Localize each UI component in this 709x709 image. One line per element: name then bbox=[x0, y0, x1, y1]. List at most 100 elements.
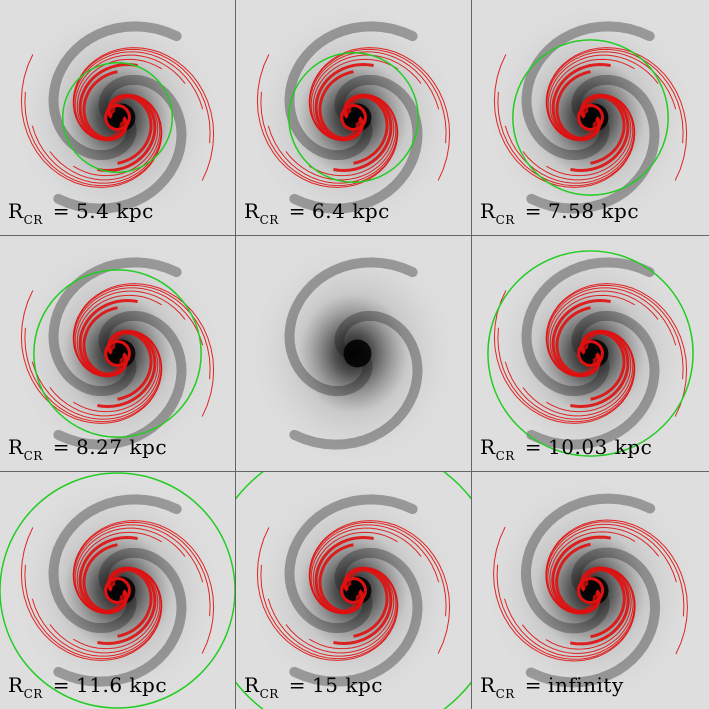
contour-line bbox=[549, 531, 636, 615]
contour-line bbox=[308, 47, 451, 181]
galaxy-arm bbox=[48, 21, 182, 161]
galaxy-arm bbox=[520, 493, 656, 634]
contour-line bbox=[20, 290, 163, 424]
contour-line bbox=[546, 94, 632, 177]
contour-line bbox=[308, 520, 451, 654]
panel-6: RCR = 10.03 kpc bbox=[472, 236, 709, 472]
contour-core bbox=[104, 340, 131, 367]
galaxy-arm bbox=[53, 310, 187, 450]
label-value: infinity bbox=[548, 673, 624, 697]
label-symbol: R bbox=[480, 199, 496, 223]
contour-line bbox=[314, 536, 374, 615]
contour-line bbox=[546, 51, 677, 141]
contour-line bbox=[310, 527, 422, 615]
contour-line bbox=[74, 290, 186, 378]
panel-label: RCR = 5.4 kpc bbox=[8, 199, 154, 227]
contour-line bbox=[312, 531, 398, 614]
label-symbol: R bbox=[244, 673, 260, 697]
spiral-image bbox=[480, 472, 701, 709]
label-value: 5.4 kpc bbox=[76, 199, 154, 223]
label-equals: = bbox=[288, 673, 307, 697]
contour-line bbox=[545, 566, 632, 650]
label-subscript: CR bbox=[23, 687, 43, 701]
contour-line bbox=[309, 567, 395, 650]
contour-line bbox=[20, 527, 163, 661]
spiral-image bbox=[480, 0, 701, 235]
galaxy-arm bbox=[48, 257, 182, 397]
panel-7: RCR = 11.6 kpc bbox=[0, 472, 236, 709]
contour-core bbox=[577, 104, 604, 131]
contour-line bbox=[333, 566, 393, 645]
contour-line bbox=[522, 329, 634, 417]
contour-line bbox=[522, 93, 634, 181]
label-equals: = bbox=[524, 673, 543, 697]
contour-line bbox=[545, 47, 688, 181]
contour-core bbox=[577, 340, 604, 367]
contour-line bbox=[76, 58, 162, 141]
corotation-circle bbox=[512, 39, 669, 196]
contour-line bbox=[97, 329, 157, 408]
contour-line bbox=[20, 54, 163, 188]
contour-line bbox=[569, 566, 630, 646]
label-value: 7.58 kpc bbox=[548, 199, 640, 223]
contour-line bbox=[504, 330, 635, 420]
galaxy-arm bbox=[525, 547, 661, 688]
contour-line bbox=[314, 63, 374, 142]
label-symbol: R bbox=[8, 435, 24, 459]
panel-1: RCR = 5.4 kpc bbox=[0, 0, 236, 236]
contour-line bbox=[49, 93, 161, 181]
label-equals: = bbox=[52, 435, 71, 459]
label-value: 10.03 kpc bbox=[548, 435, 653, 459]
label-subscript: CR bbox=[495, 687, 515, 701]
contour-line bbox=[73, 567, 159, 650]
spiral-image bbox=[243, 0, 464, 235]
panel-label: RCR = 7.58 kpc bbox=[480, 199, 639, 227]
panel-label: RCR = infinity bbox=[480, 673, 624, 701]
spiral-image bbox=[236, 472, 471, 709]
contour-line bbox=[546, 287, 677, 377]
panel-2: RCR = 6.4 kpc bbox=[236, 0, 472, 236]
panel-3: RCR = 7.58 kpc bbox=[472, 0, 709, 236]
contour-line bbox=[570, 329, 630, 408]
label-equals: = bbox=[288, 199, 307, 223]
contour-line bbox=[78, 536, 138, 615]
label-value: 11.6 kpc bbox=[76, 673, 168, 697]
label-equals: = bbox=[52, 673, 71, 697]
contour-line bbox=[310, 54, 422, 142]
label-value: 15 kpc bbox=[312, 673, 383, 697]
spiral-image bbox=[7, 236, 228, 471]
corotation-circle bbox=[33, 269, 202, 438]
contour-line bbox=[74, 527, 186, 615]
contour-line bbox=[547, 54, 659, 142]
contour-line bbox=[78, 299, 138, 378]
contour-line bbox=[97, 93, 157, 172]
contour-line bbox=[72, 520, 215, 654]
label-value: 6.4 kpc bbox=[312, 199, 390, 223]
contour-line bbox=[49, 566, 161, 654]
contour-line bbox=[333, 93, 393, 172]
label-equals: = bbox=[524, 199, 543, 223]
contour-line bbox=[72, 47, 215, 181]
contour-line bbox=[493, 54, 636, 188]
galaxy-core bbox=[343, 339, 372, 368]
panel-label: RCR = 10.03 kpc bbox=[480, 435, 652, 463]
galaxy-arm bbox=[53, 547, 187, 687]
contour-core bbox=[576, 576, 605, 605]
label-subscript: CR bbox=[23, 449, 43, 463]
corotation-circle bbox=[0, 472, 235, 709]
contour-line bbox=[549, 58, 635, 141]
contour-line bbox=[76, 294, 162, 377]
contour-line bbox=[309, 94, 395, 177]
label-symbol: R bbox=[480, 435, 496, 459]
contour-line bbox=[570, 93, 630, 172]
label-symbol: R bbox=[244, 199, 260, 223]
label-equals: = bbox=[524, 435, 543, 459]
label-subscript: CR bbox=[259, 213, 279, 227]
panel-label: RCR = 6.4 kpc bbox=[244, 199, 390, 227]
corotation-circle bbox=[288, 52, 419, 183]
galaxy-arm bbox=[526, 74, 660, 214]
panel-label bbox=[244, 435, 260, 463]
spiral-image bbox=[7, 0, 228, 235]
contour-line bbox=[73, 330, 159, 413]
